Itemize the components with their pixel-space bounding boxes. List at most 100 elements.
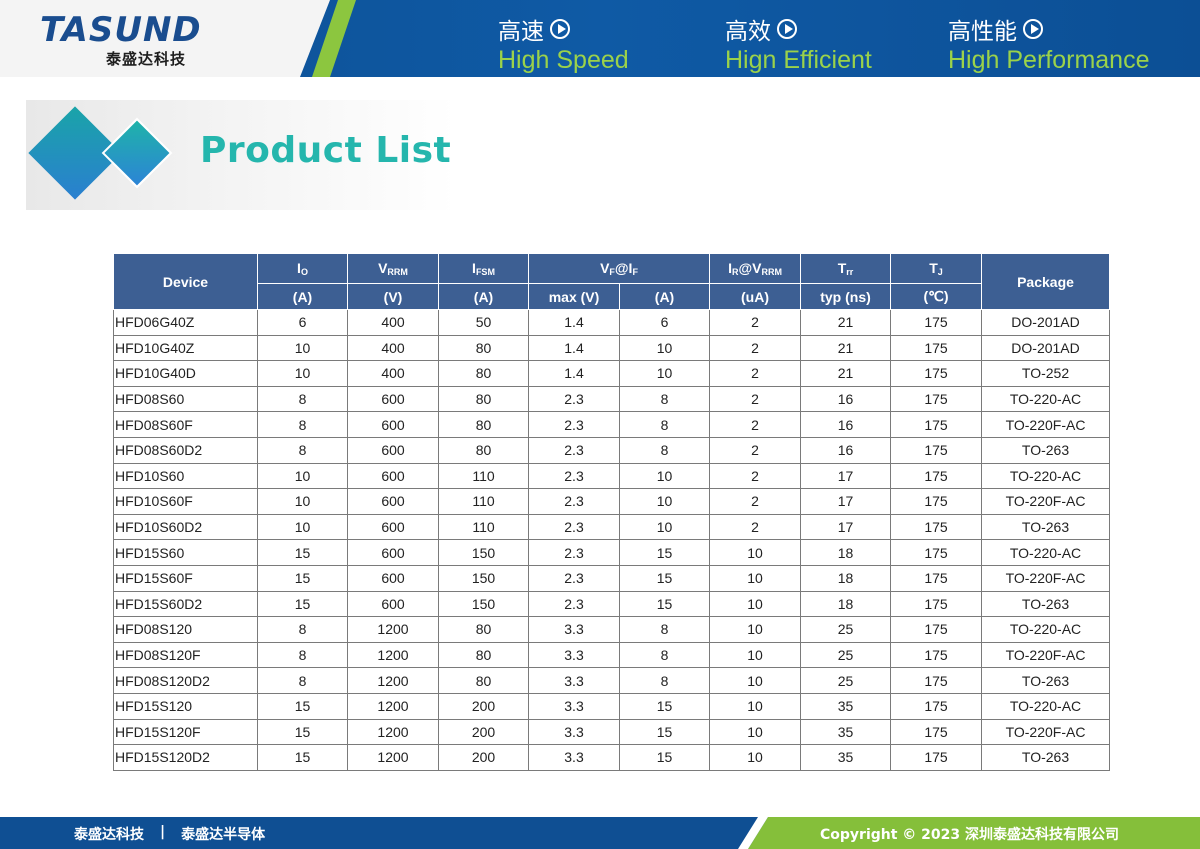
table-cell: TO-220F-AC [981,718,1111,746]
footer-separator: | [160,824,166,840]
table-cell: 175 [890,641,983,669]
table-cell: 8 [618,411,711,438]
table-cell: 2 [709,513,802,541]
table-cell: 175 [890,360,983,387]
table-cell: 8 [618,667,711,694]
table-cell: 175 [890,462,983,490]
table-cell: 600 [347,411,439,438]
table-cell: 600 [347,385,439,413]
table-cell: 10 [257,513,348,541]
table-cell: 175 [890,718,983,746]
table-cell: TO-220F-AC [981,411,1111,438]
table-cell: 10 [709,718,802,746]
table-cell: 3.3 [528,616,620,643]
table-cell: TO-263 [981,513,1111,541]
table-cell: 600 [347,488,439,515]
table-cell: 35 [800,692,892,720]
table-cell: 16 [800,411,892,438]
table-cell: 8 [618,385,711,413]
table-row: HFD10G40D 10 400 80 1.4 10 2 21 175 TO-252 [113,360,1111,387]
table-cell: 3.3 [528,744,620,771]
table-cell: TO-220-AC [981,385,1111,413]
table-cell: TO-220-AC [981,692,1111,720]
title-section: Product List [26,100,466,210]
table-cell: 1.4 [528,309,620,336]
device-cell: HFD10G40Z [113,334,258,362]
feature-high-efficient: 高效 Hign Efficient [725,12,872,75]
table-cell: 175 [890,539,983,566]
table-cell: 15 [618,539,711,566]
table-cell: 15 [618,692,711,720]
table-row: HFD08S120 8 1200 80 3.3 8 10 25 175 TO-220-AC [113,616,1111,643]
table-cell: 175 [890,692,983,720]
table-row: HFD15S120F 15 1200 200 3.3 15 10 35 175 TO-220F-A… [113,718,1111,746]
table-cell: 2 [709,334,802,362]
copyright-text: Copyright © 2023 深圳泰盛达科技有限公司 [820,827,1120,843]
company-logo: TASUND 泰盛达科技 [40,10,240,69]
table-cell: DO-201AD [981,309,1111,336]
table-row: HFD15S120 15 1200 200 3.3 15 10 35 175 TO-220-AC [113,692,1111,720]
device-cell: HFD15S120D2 [113,744,258,771]
table-header-row: Device IO VRRM IFSM VF@IF IR@VRRM Trr TJ… [113,253,1111,310]
table-cell: 2.3 [528,488,620,515]
table-cell: 600 [347,539,439,566]
table-cell: TO-252 [981,360,1111,387]
table-row: HFD10S60F 10 600 110 2.3 10 2 17 175 TO-220F-AC [113,488,1111,515]
table-cell: TO-263 [981,436,1111,464]
table-cell: 1200 [347,744,439,771]
feature-en-label: Hign Efficient [725,46,872,74]
table-cell: 110 [438,488,529,515]
table-cell: 25 [800,641,892,669]
table-cell: 10 [709,744,802,771]
table-cell: 80 [438,616,529,643]
unit-tj: (℃) [890,283,983,310]
table-cell: 25 [800,667,892,694]
table-cell: TO-220-AC [981,616,1111,643]
col-package: Package [981,253,1111,310]
table-cell: 8 [257,641,348,669]
table-cell: 175 [890,309,983,336]
table-cell: 1200 [347,692,439,720]
table-cell: 10 [257,334,348,362]
table-row: HFD15S60D2 15 600 150 2.3 15 10 18 175 TO-263 [113,590,1111,618]
logo-subtitle: 泰盛达科技 [106,50,187,68]
table-cell: 3.3 [528,641,620,669]
table-cell: 10 [709,616,802,643]
device-cell: HFD15S60 [113,539,258,566]
table-cell: 15 [257,744,348,771]
table-cell: 175 [890,513,983,541]
table-cell: TO-220F-AC [981,641,1111,669]
table-cell: 10 [257,360,348,387]
table-cell: 15 [618,564,711,592]
table-cell: 1200 [347,641,439,669]
table-cell: 8 [257,667,348,694]
table-row: HFD06G40Z 6 400 50 1.4 6 2 21 175 DO-201AD [113,309,1111,336]
table-row: HFD15S60 15 600 150 2.3 15 10 18 175 TO-220-AC [113,539,1111,566]
table-cell: TO-220F-AC [981,564,1111,592]
table-cell: 16 [800,436,892,464]
table-cell: 600 [347,436,439,464]
table-cell: 10 [618,334,711,362]
table-cell: 10 [618,462,711,490]
table-cell: 6 [257,309,348,336]
table-cell: 2.3 [528,411,620,438]
table-cell: 175 [890,385,983,413]
table-cell: 2.3 [528,462,620,490]
table-cell: 15 [257,590,348,618]
table-row: HFD10S60D2 10 600 110 2.3 10 2 17 175 TO-263 [113,513,1111,541]
table-cell: 2 [709,411,802,438]
table-cell: 1200 [347,718,439,746]
table-cell: 600 [347,564,439,592]
footer-bar: 泰盛达科技 | 泰盛达半导体 Copyright © 2023 深圳泰盛达科技有… [0,817,1200,849]
unit-io: (A) [257,283,348,310]
table-cell: TO-220-AC [981,539,1111,566]
device-cell: HFD10S60F [113,488,258,515]
table-cell: 35 [800,718,892,746]
table-cell: 80 [438,436,529,464]
table-cell: 10 [709,590,802,618]
device-cell: HFD10G40D [113,360,258,387]
col-device: Device [113,253,258,310]
table-cell: 8 [257,616,348,643]
table-cell: 1.4 [528,360,620,387]
table-cell: 150 [438,564,529,592]
